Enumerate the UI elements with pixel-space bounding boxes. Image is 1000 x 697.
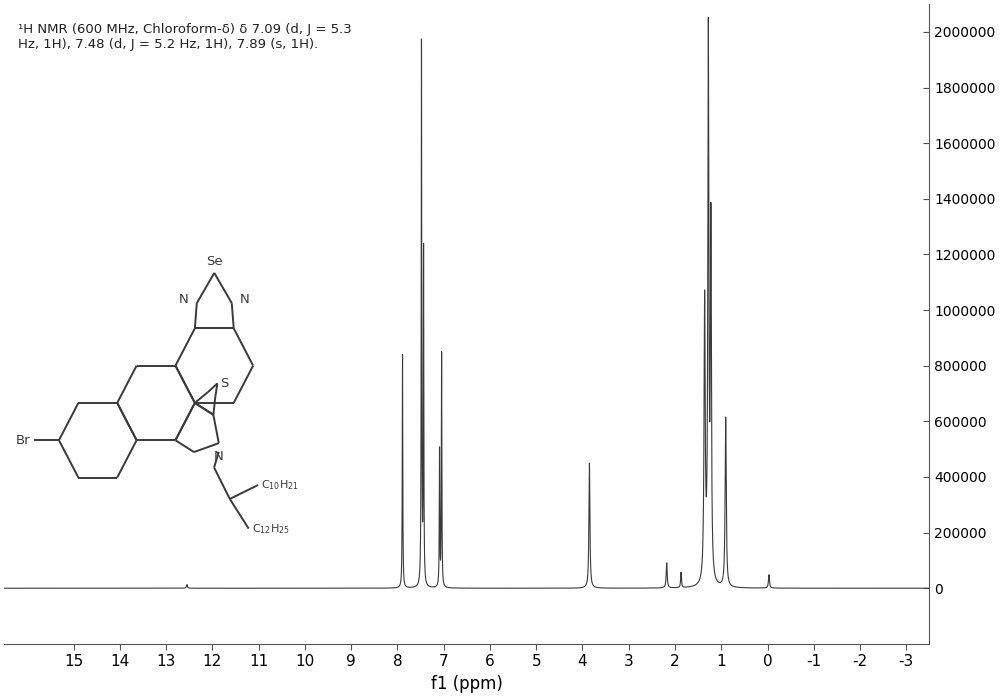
X-axis label: f1 (ppm): f1 (ppm) xyxy=(431,675,503,693)
Text: ¹H NMR (600 MHz, Chloroform-δ) δ 7.09 (d, J = 5.3
Hz, 1H), 7.48 (d, J = 5.2 Hz, : ¹H NMR (600 MHz, Chloroform-δ) δ 7.09 (d… xyxy=(18,24,352,52)
